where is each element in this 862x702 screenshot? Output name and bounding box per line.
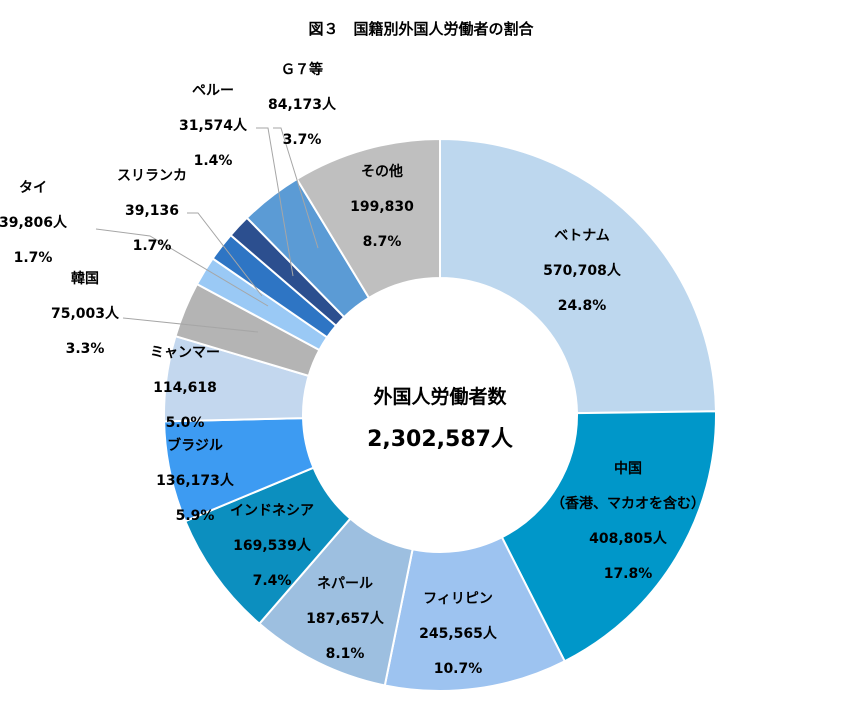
slice-7-percent-label: 5.0%: [166, 415, 205, 431]
slice-labels-group: ベトナム 570,708人 24.8% 中国 （香港、マカオを含む） 408,805人 17…: [0, 61, 705, 677]
slice-1: [439, 137, 717, 415]
slice-12-name-label: Ｇ７等: [281, 61, 323, 78]
slice-7-value-label: 114,618: [153, 380, 217, 396]
slice-3-name-label: フィリピン: [423, 591, 493, 607]
slice-6-percent-label: 5.9%: [176, 508, 215, 524]
slice-2-percent-label: 17.8%: [604, 566, 653, 582]
slice-2-name-label: 中国: [614, 460, 642, 477]
slice-1-name-label: ベトナム: [554, 228, 610, 244]
slice-6-value-label: 136,173人: [156, 472, 235, 489]
slice-5-value-label: 169,539人: [233, 537, 312, 554]
slices-group: [163, 137, 717, 692]
leader-line-10: [187, 212, 263, 297]
slice-8-value-label: 75,003人: [51, 305, 120, 322]
slice-3-percent-label: 10.7%: [434, 661, 483, 677]
slice-5-name-label: インドネシア: [230, 503, 314, 519]
slice-4-percent-label: 8.1%: [326, 646, 365, 662]
slice-2-value-label: 408,805人: [589, 530, 668, 547]
slice-8-name-label: 韓国: [71, 270, 99, 287]
slice-13-name-label: その他: [361, 163, 403, 180]
slice-13: [295, 137, 441, 300]
slice-2: [500, 410, 717, 663]
slice-1-percent-label: 24.8%: [558, 298, 607, 314]
slice-10-percent-label: 1.7%: [133, 238, 172, 254]
leader-line-12: [273, 127, 319, 249]
leader-line-11: [256, 127, 294, 277]
slice-9-value-label: 39,806人: [0, 214, 68, 231]
slice-4-value-label: 187,657人: [306, 610, 385, 627]
slice-11-value-label: 31,574人: [179, 117, 248, 134]
center-label: 外国人労働者数: [373, 385, 507, 408]
chart-title: 図３ 国籍別外国人労働者の割合: [308, 20, 534, 38]
slice-12-value-label: 84,173人: [268, 96, 337, 113]
slice-10-name-label: スリランカ: [117, 168, 187, 184]
slice-13-value-label: 199,830: [350, 199, 414, 215]
slice-12-percent-label: 3.7%: [283, 132, 322, 148]
center-total: 2,302,587人: [367, 427, 513, 452]
slice-11-name-label: ペルー: [192, 83, 234, 99]
slice-1-value-label: 570,708人: [543, 262, 622, 279]
slice-13-percent-label: 8.7%: [363, 234, 402, 250]
slice-2-name-sub-label: （香港、マカオを含む）: [551, 495, 705, 512]
slice-9-name-label: タイ: [19, 180, 47, 196]
slice-4-name-label: ネパール: [317, 576, 373, 592]
slice-5-percent-label: 7.4%: [253, 573, 292, 589]
leader-line-9: [95, 228, 269, 307]
slice-6-name-label: ブラジル: [167, 437, 223, 454]
leader-line-8: [122, 317, 259, 333]
slice-11-percent-label: 1.4%: [194, 153, 233, 169]
slice-7-name-label: ミャンマー: [150, 345, 220, 361]
slice-8-percent-label: 3.3%: [66, 341, 105, 357]
slice-10-value-label: 39,136: [125, 203, 179, 219]
slice-3-value-label: 245,565人: [419, 625, 498, 642]
slice-9-percent-label: 1.7%: [14, 250, 53, 266]
leader-lines-group: [95, 127, 319, 333]
